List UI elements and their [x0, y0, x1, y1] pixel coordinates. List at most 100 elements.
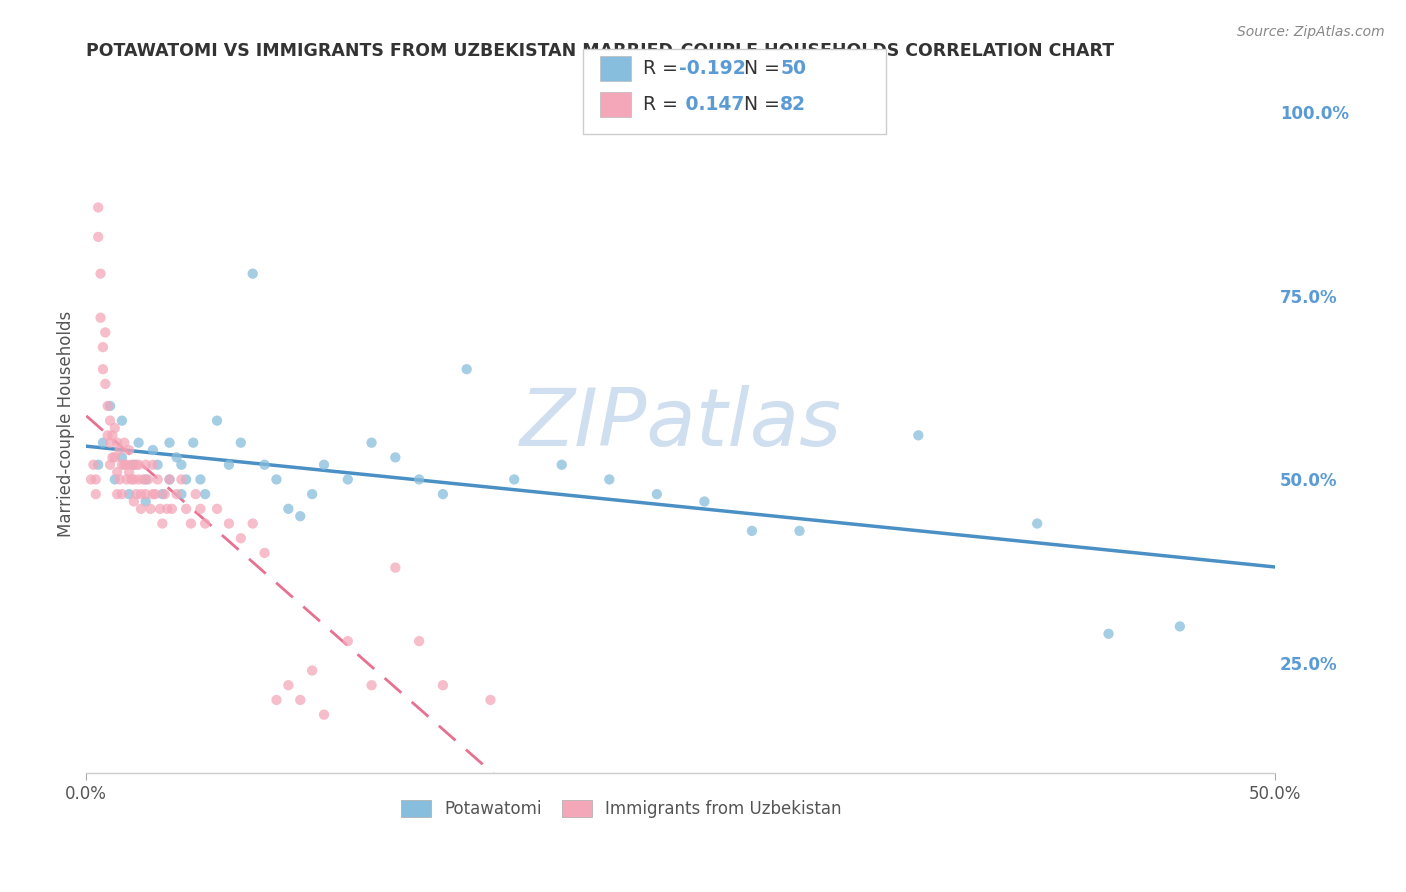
Point	[1026, 516, 1049, 531]
Point	[174, 501, 197, 516]
Point	[80, 472, 103, 486]
Point	[120, 472, 142, 486]
Point	[149, 501, 172, 516]
Point	[128, 458, 150, 472]
Point	[184, 487, 207, 501]
Point	[128, 435, 150, 450]
Point	[266, 472, 288, 486]
Point	[108, 443, 131, 458]
Point	[97, 428, 120, 442]
Point	[1097, 627, 1119, 641]
Point	[120, 458, 142, 472]
Point	[111, 458, 134, 472]
Point	[159, 472, 181, 486]
Point	[159, 472, 181, 486]
Point	[87, 230, 110, 244]
Point	[290, 509, 312, 524]
Point	[112, 435, 135, 450]
Point	[98, 435, 121, 450]
Point	[170, 472, 193, 486]
Point	[105, 465, 128, 479]
Point	[115, 472, 138, 486]
Point	[90, 267, 112, 281]
Point	[190, 501, 212, 516]
Point	[91, 362, 114, 376]
Text: R =: R =	[643, 95, 683, 114]
Point	[312, 707, 335, 722]
Point	[360, 435, 382, 450]
Point	[115, 458, 138, 472]
Point	[87, 458, 110, 472]
Point	[105, 487, 128, 501]
Point	[205, 414, 228, 428]
Point	[111, 450, 134, 465]
Point	[384, 560, 406, 574]
Point	[229, 531, 252, 545]
Point	[160, 501, 183, 516]
Point	[194, 487, 217, 501]
Y-axis label: Married-couple Households: Married-couple Households	[58, 311, 75, 538]
Point	[180, 516, 202, 531]
Point	[98, 458, 121, 472]
Point	[645, 487, 668, 501]
Point	[242, 267, 264, 281]
Point	[266, 693, 288, 707]
Point	[551, 458, 574, 472]
Point	[360, 678, 382, 692]
Point	[97, 399, 120, 413]
Point	[170, 458, 193, 472]
Point	[907, 428, 929, 442]
Point	[101, 450, 124, 465]
Point	[277, 678, 299, 692]
Point	[98, 399, 121, 413]
Point	[94, 326, 117, 340]
Point	[408, 472, 430, 486]
Text: ZIPatlas: ZIPatlas	[520, 385, 842, 463]
Point	[122, 472, 145, 486]
Point	[181, 435, 204, 450]
Point	[101, 428, 124, 442]
Point	[408, 634, 430, 648]
Point	[174, 472, 197, 486]
Point	[336, 472, 359, 486]
Point	[135, 458, 157, 472]
Point	[336, 634, 359, 648]
Point	[166, 450, 188, 465]
Point	[125, 487, 148, 501]
Point	[111, 414, 134, 428]
Point	[218, 516, 240, 531]
Point	[229, 435, 252, 450]
Point	[122, 458, 145, 472]
Point	[84, 472, 107, 486]
Point	[132, 472, 155, 486]
Point	[122, 494, 145, 508]
Point	[146, 472, 169, 486]
Point	[90, 310, 112, 325]
Point	[598, 472, 620, 486]
Point	[142, 443, 165, 458]
Point	[128, 472, 150, 486]
Point	[150, 487, 173, 501]
Point	[94, 376, 117, 391]
Point	[156, 501, 179, 516]
Point	[91, 340, 114, 354]
Point	[166, 487, 188, 501]
Point	[118, 443, 141, 458]
Point	[108, 472, 131, 486]
Point	[143, 487, 166, 501]
Text: N =: N =	[744, 95, 786, 114]
Text: 0.147: 0.147	[679, 95, 744, 114]
Point	[432, 678, 454, 692]
Point	[789, 524, 811, 538]
Text: -0.192: -0.192	[679, 59, 745, 78]
Legend: Potawatomi, Immigrants from Uzbekistan: Potawatomi, Immigrants from Uzbekistan	[394, 793, 848, 824]
Point	[105, 435, 128, 450]
Point	[136, 472, 159, 486]
Point	[456, 362, 478, 376]
Point	[384, 450, 406, 465]
Point	[118, 465, 141, 479]
Text: 50: 50	[780, 59, 806, 78]
Point	[135, 472, 157, 486]
Point	[741, 524, 763, 538]
Point	[142, 487, 165, 501]
